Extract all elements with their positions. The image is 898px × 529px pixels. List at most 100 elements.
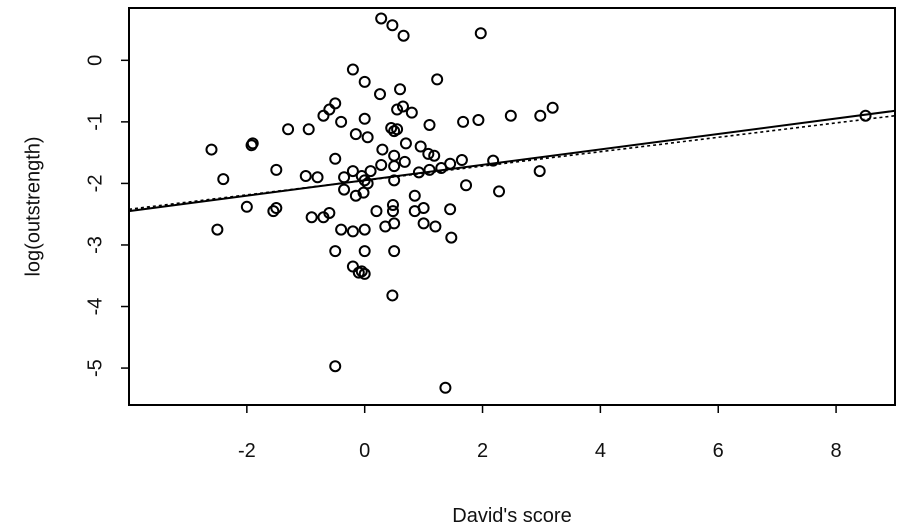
- dotted-regression-line: [128, 114, 896, 211]
- data-point-40: [428, 149, 441, 162]
- data-point-20: [504, 109, 517, 122]
- data-point-90: [346, 260, 359, 273]
- data-point-56: [398, 155, 411, 168]
- data-point-44: [270, 163, 283, 176]
- data-point-93: [358, 267, 371, 280]
- x-tick-label-3: 4: [595, 440, 606, 462]
- data-point-69: [349, 189, 362, 202]
- data-point-81: [335, 223, 348, 236]
- data-point-82: [346, 225, 359, 238]
- x-tick-label-1: 0: [359, 440, 370, 462]
- data-point-83: [358, 223, 371, 236]
- data-point-43: [487, 154, 500, 167]
- data-point-38: [414, 140, 427, 153]
- plot-frame: [128, 7, 896, 406]
- data-point-61: [493, 185, 506, 198]
- data-point-9: [329, 97, 342, 110]
- data-point-88: [445, 231, 458, 244]
- data-point-27: [245, 139, 258, 152]
- data-point-97: [329, 360, 342, 373]
- data-point-19: [472, 114, 485, 127]
- data-point-34: [391, 123, 404, 136]
- data-point-46: [311, 171, 324, 184]
- data-point-16: [405, 106, 418, 119]
- y-tick-label-2: -2: [84, 175, 106, 193]
- data-point-17: [423, 118, 436, 131]
- data-point-21: [534, 109, 547, 122]
- data-point-86: [417, 217, 430, 230]
- x-tick-label-5: 8: [831, 440, 842, 462]
- data-point-30: [349, 128, 362, 141]
- data-point-25: [217, 173, 230, 186]
- data-point-98: [439, 381, 452, 394]
- data-point-1: [386, 19, 399, 32]
- data-point-65: [270, 202, 283, 215]
- data-point-77: [417, 202, 430, 215]
- data-point-13: [358, 112, 371, 125]
- data-point-52: [364, 165, 377, 178]
- data-point-37: [399, 137, 412, 150]
- data-point-63: [240, 200, 253, 213]
- data-point-5: [358, 75, 371, 88]
- y-tick-label-5: -5: [84, 359, 106, 377]
- y-tick-label-1: -1: [84, 113, 106, 131]
- data-point-87: [429, 220, 442, 233]
- points-layer: [205, 12, 872, 394]
- data-point-4: [346, 63, 359, 76]
- data-point-94: [358, 245, 371, 258]
- data-point-64: [267, 205, 280, 218]
- data-point-10: [323, 103, 336, 116]
- y-tick-label-3: -3: [84, 236, 106, 254]
- data-point-72: [370, 205, 383, 218]
- data-point-39: [422, 147, 435, 160]
- data-point-7: [394, 83, 407, 96]
- y-axis: 0 -1 -2 -3 -4 -5: [84, 55, 129, 377]
- data-point-15: [396, 100, 409, 113]
- data-point-29: [302, 123, 315, 136]
- data-point-53: [375, 158, 388, 171]
- x-tick-label-4: 6: [713, 440, 724, 462]
- data-point-8: [431, 73, 444, 86]
- x-tick-label-2: 2: [477, 440, 488, 462]
- data-point-12: [335, 115, 348, 128]
- data-point-3: [474, 27, 487, 40]
- data-point-28: [282, 123, 295, 136]
- data-point-11: [317, 109, 330, 122]
- data-point-79: [211, 223, 224, 236]
- data-point-47: [329, 152, 342, 165]
- data-point-95: [388, 245, 401, 258]
- y-axis-title: log(outstrength): [22, 136, 44, 276]
- data-point-18: [457, 115, 470, 128]
- data-point-31: [361, 131, 374, 144]
- data-point-71: [361, 177, 374, 190]
- data-point-62: [533, 165, 546, 178]
- data-point-55: [388, 174, 401, 187]
- data-point-73: [386, 198, 399, 211]
- data-point-32: [385, 122, 398, 135]
- y-tick-label-4: -4: [84, 298, 106, 316]
- data-point-45: [299, 170, 312, 183]
- data-point-74: [386, 205, 399, 218]
- data-point-96: [386, 289, 399, 302]
- data-point-58: [423, 163, 436, 176]
- data-point-89: [329, 245, 342, 258]
- data-point-78: [444, 203, 457, 216]
- data-point-24: [205, 143, 218, 156]
- data-point-80: [317, 211, 330, 224]
- data-point-14: [391, 103, 404, 116]
- data-point-49: [346, 165, 359, 178]
- data-point-0: [375, 12, 388, 25]
- x-axis-title: David's score: [452, 505, 571, 527]
- x-axis: -2 0 2 4 6 8: [238, 405, 842, 462]
- data-point-42: [455, 154, 468, 167]
- data-point-60: [460, 179, 473, 192]
- data-point-66: [305, 211, 318, 224]
- data-point-35: [376, 143, 389, 156]
- data-point-92: [355, 265, 368, 278]
- data-point-54: [388, 160, 401, 173]
- data-point-85: [388, 217, 401, 230]
- data-point-75: [408, 189, 421, 202]
- y-tick-label-0: 0: [84, 55, 106, 66]
